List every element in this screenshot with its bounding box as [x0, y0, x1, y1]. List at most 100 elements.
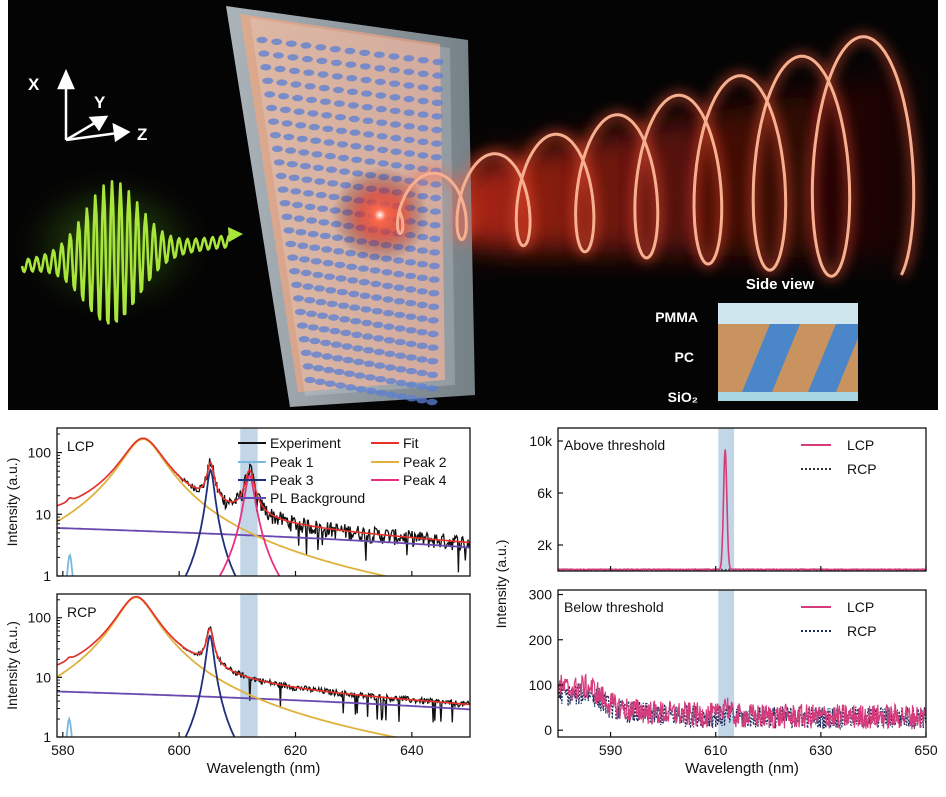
lcp-line	[558, 674, 926, 730]
y-tick-label: 300	[529, 587, 553, 603]
legend-label-rcp: RCP	[847, 623, 877, 639]
pc-pillar	[264, 91, 276, 98]
pc-pillar	[311, 151, 323, 158]
pc-pillar	[382, 282, 393, 290]
pc-pillar	[304, 376, 316, 384]
pc-pillar	[428, 290, 440, 297]
pc-pillar	[389, 80, 401, 87]
pump-arrowhead	[228, 227, 243, 242]
pc-pillar	[302, 363, 314, 370]
pc-pillar	[358, 279, 370, 286]
pc-pillar	[339, 316, 351, 323]
pc-pillar	[300, 42, 312, 49]
pc-pillar	[318, 326, 330, 333]
pc-pillar	[381, 269, 393, 276]
pc-pillar	[317, 71, 329, 78]
pc-pillar	[295, 122, 307, 129]
pc-pillar	[390, 162, 402, 169]
pc-pillar	[432, 86, 443, 93]
pc-pillar	[309, 244, 321, 251]
pc-pillar	[417, 247, 428, 254]
pc-pillar	[431, 113, 443, 120]
peak-1-line	[65, 553, 74, 576]
pc-pillar	[292, 201, 303, 209]
pc-pillar	[430, 154, 442, 161]
y-tick-label: 100	[28, 445, 52, 461]
pc-pillar	[303, 69, 315, 76]
pc-pillar	[310, 137, 322, 144]
pc-pillar	[315, 44, 327, 51]
pc-pillar	[321, 246, 333, 253]
pc-pillar	[393, 270, 405, 278]
pc-pillar	[306, 310, 317, 317]
pc-pillar	[317, 205, 329, 212]
pc-pillar	[311, 351, 323, 358]
pc-pillar	[383, 323, 395, 330]
pc-pillar	[287, 54, 299, 61]
pc-pillar	[279, 106, 291, 114]
pc-pillar	[427, 358, 439, 365]
panel-lcp-spectrum: 1 10 100 LCP Intensity (a.u.) Experiment Fit Pe…	[4, 427, 471, 584]
pc-pillar	[329, 327, 341, 335]
pc-pillar	[404, 163, 416, 171]
pc-pillar	[325, 287, 337, 294]
pc-pillar	[359, 63, 371, 70]
pc-pillar	[405, 272, 417, 280]
pc-pillar	[256, 36, 268, 44]
pc-pillar	[431, 99, 443, 107]
pc-pillar	[338, 302, 349, 309]
pc-pillar	[377, 146, 389, 154]
pc-pillar	[405, 367, 417, 375]
pc-pillar	[363, 360, 375, 367]
pc-pillar	[360, 306, 372, 313]
pc-pillar	[416, 383, 428, 390]
x-tick-label: 600	[167, 742, 191, 758]
pc-pillar	[296, 135, 308, 143]
pc-pillar	[332, 355, 344, 362]
pc-pillar	[293, 215, 305, 222]
pc-pillar	[337, 141, 348, 148]
highlight-band	[718, 590, 735, 737]
pc-pillar	[285, 40, 297, 47]
pc-pillar	[330, 59, 342, 66]
axis-y-label: Y	[94, 93, 106, 112]
pc-pillar	[299, 162, 311, 170]
fit-line	[57, 437, 470, 544]
pmma-layer-inset	[718, 303, 858, 324]
pc-pillar	[349, 304, 361, 311]
panel-below-threshold: 0 100 200 300 590 610 630 650 Wavelength (nm) Int…	[493, 540, 938, 777]
legend-label-fit: Fit	[403, 435, 419, 451]
peak-2-line	[57, 596, 400, 737]
pc-pillar	[375, 92, 387, 99]
pc-pillar	[345, 384, 357, 391]
pc-pillar	[432, 58, 444, 66]
pc-pillar	[298, 336, 310, 343]
y-tick-label: 10	[35, 669, 51, 685]
pc-pillar	[362, 117, 374, 125]
pc-pillar	[328, 314, 340, 321]
pc-pillar	[384, 350, 396, 358]
pc-pillar	[416, 288, 428, 295]
pc-pillar	[363, 144, 375, 152]
pc-pillar	[416, 356, 428, 363]
axis-triad	[57, 68, 131, 143]
illustration: X Y Z Side view PMMA PC	[7, 0, 938, 410]
legend-label-peak-2: Peak 2	[403, 454, 447, 470]
pc-pillar	[347, 88, 358, 96]
pc-pillar	[283, 227, 295, 234]
pc-pillar	[405, 299, 417, 307]
pc-pillar	[299, 256, 310, 263]
x-tick-label: 610	[704, 742, 728, 758]
pc-pillar	[374, 65, 386, 72]
x-tick-label: 640	[400, 742, 424, 758]
pc-pillar	[319, 232, 331, 240]
pc-pillar	[304, 297, 316, 304]
pc-pillar	[403, 95, 415, 103]
pc-pillar	[290, 188, 302, 195]
legend-label-peak-1: Peak 1	[270, 454, 314, 470]
pc-pillar	[426, 385, 438, 392]
pc-pillar	[307, 230, 319, 238]
pc-pillar	[327, 180, 339, 187]
y-tick-label: 100	[28, 610, 52, 626]
highlight-band	[240, 428, 258, 576]
